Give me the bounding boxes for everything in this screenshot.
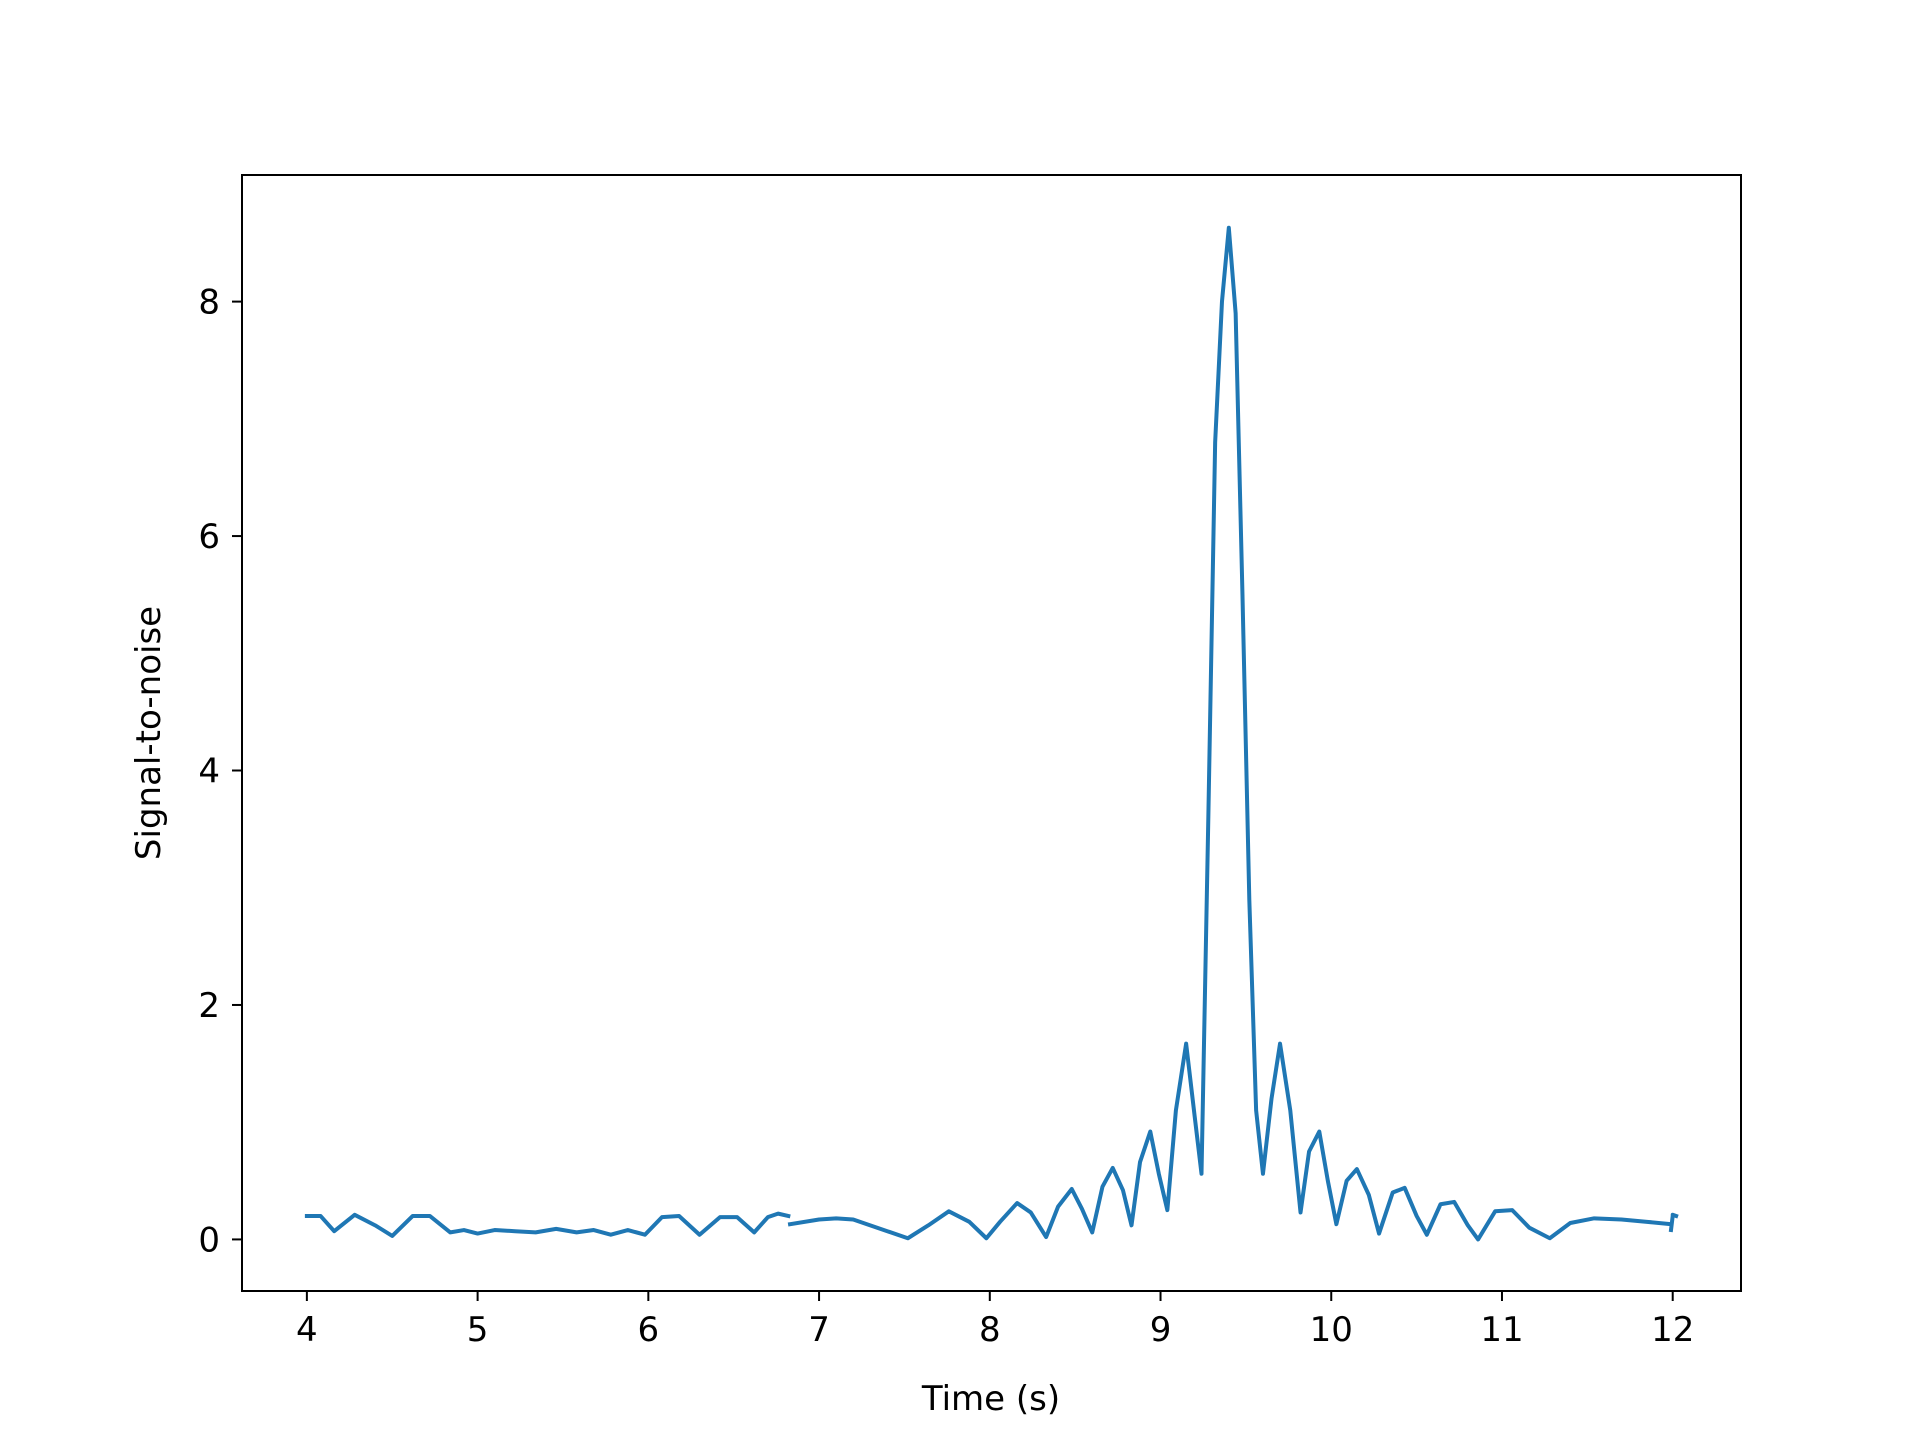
x-tick-label: 11	[1480, 1310, 1523, 1350]
y-tick-label: 4	[198, 752, 220, 792]
series-line-segment-3	[1668, 1212, 1679, 1233]
x-axis-label: Time (s)	[921, 1379, 1060, 1419]
plot-frame	[241, 174, 1742, 1292]
series-line-segment-2	[787, 225, 1674, 1242]
y-tick-label: 8	[198, 283, 220, 323]
plot-layer	[304, 225, 1679, 1242]
x-tick-label: 12	[1651, 1310, 1694, 1350]
y-axis-label: Signal-to-noise	[129, 606, 169, 860]
x-tick-label: 10	[1310, 1310, 1353, 1350]
x-tick-label: 5	[467, 1310, 489, 1350]
y-tick-label: 0	[198, 1220, 220, 1260]
x-tick-label: 9	[1150, 1310, 1172, 1350]
series-line-segment-1	[304, 1211, 791, 1238]
y-tick-label: 2	[198, 986, 220, 1026]
y-tick-label: 6	[198, 517, 220, 557]
x-tick-label: 7	[808, 1310, 830, 1350]
x-tick-label: 4	[296, 1310, 318, 1350]
x-axis-ticks: 4 5 6 7 8 9 10 11 12	[296, 1291, 1694, 1350]
x-tick-label: 6	[638, 1310, 660, 1350]
y-axis-ticks: 0 2 4 6 8	[198, 283, 242, 1260]
x-tick-label: 8	[979, 1310, 1001, 1350]
